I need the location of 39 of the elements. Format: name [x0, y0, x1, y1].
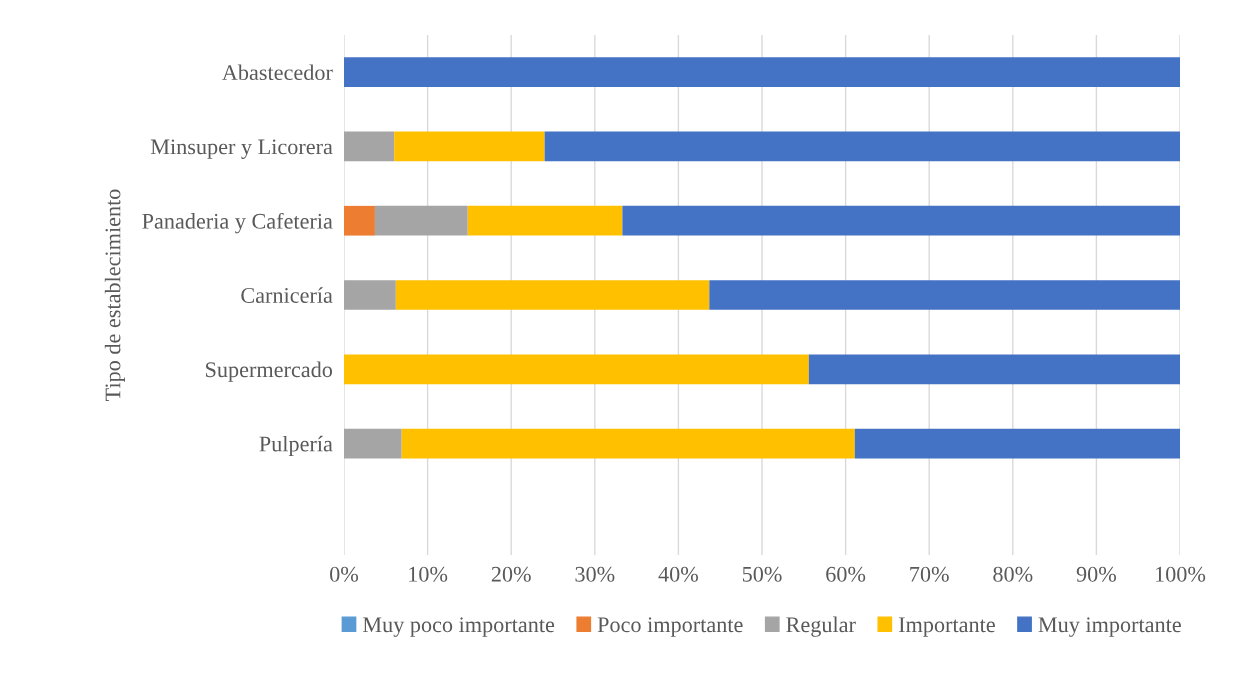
bar — [544, 131, 1180, 162]
x-tick-label: 80% — [993, 566, 1033, 582]
bar — [344, 428, 402, 459]
legend-label: Regular — [786, 616, 856, 637]
bar — [344, 280, 396, 310]
legend-label: Muy importante — [1038, 617, 1181, 637]
bar — [622, 205, 1180, 236]
y-tick-label: Carnicería — [241, 287, 333, 303]
x-tick-label: 100% — [1156, 566, 1206, 582]
bar — [854, 428, 1180, 459]
x-tick-label: 90% — [1076, 566, 1117, 582]
legend-label: Poco importante — [597, 617, 743, 637]
y-tick-label: Panaderia y Cafeteria — [142, 212, 333, 234]
bar — [709, 280, 1180, 310]
bar — [467, 205, 623, 236]
x-tick-label: 20% — [491, 566, 531, 582]
bar — [394, 131, 545, 162]
x-tick-label: 10% — [409, 566, 448, 582]
y-axis-title: Tipo de establecimiento — [104, 189, 125, 401]
x-tick-label: 30% — [575, 566, 615, 582]
bar — [374, 205, 468, 236]
x-tick-label: 40% — [658, 566, 699, 582]
bar — [395, 280, 710, 310]
y-tick-label: Pulpería — [259, 435, 333, 457]
x-tick-label: 0% — [330, 566, 359, 582]
bar — [401, 428, 855, 459]
x-tick-label: 60% — [826, 566, 866, 582]
y-tick-label: Supermercado — [206, 361, 333, 382]
y-tick-label: Minsuper y Licorera — [150, 139, 333, 159]
bar — [808, 354, 1180, 385]
x-tick-label: 70% — [910, 566, 949, 582]
bar — [344, 57, 1180, 87]
bar — [344, 131, 395, 162]
bar — [344, 205, 375, 236]
y-tick-label: Abastecedor — [222, 64, 333, 81]
legend-label: Muy poco importante — [362, 617, 555, 637]
legend-label: Importante — [898, 617, 995, 637]
x-tick-label: 50% — [742, 566, 782, 582]
bar — [344, 354, 809, 385]
